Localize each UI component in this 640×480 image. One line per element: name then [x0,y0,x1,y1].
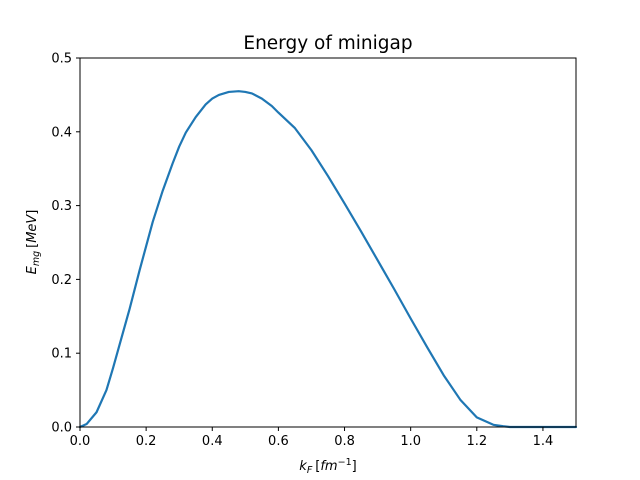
x-axis: 0.0 0.2 0.4 0.6 0.8 1.0 1.2 1.4 [70,427,554,449]
x-axis-label-unit: fm [320,459,337,474]
y-tick-label: 0.3 [51,199,72,214]
x-tick-label: 0.4 [202,434,223,449]
y-tick-label: 0.0 [51,421,72,436]
y-tick-label: 0.1 [51,347,72,362]
x-axis-label-sup: −1 [338,457,352,468]
x-axis-label-base: k [299,459,307,474]
x-tick-label: 0.0 [70,434,91,449]
x-tick-label: 0.2 [136,434,157,449]
x-tick-label: 1.4 [533,434,554,449]
x-tick-label: 1.2 [466,434,487,449]
series-line [78,90,578,429]
x-axis-label-close: ] [352,459,357,474]
y-axis-label-close: ] [25,210,40,215]
chart-title: Energy of minigap [243,33,412,54]
x-axis-label: kF [fm−1] [299,457,356,476]
y-axis-label-base: E [25,265,40,274]
x-axis-label-open: [ [315,459,320,474]
x-tick-label: 0.6 [268,434,289,449]
x-axis-label-sub: F [307,465,313,476]
plot-area [78,57,578,429]
x-tick-label: 1.0 [400,434,421,449]
y-axis-label: Emg [MeV] [25,210,42,275]
y-axis-label-open: [ [25,243,40,248]
x-tick-label: 0.8 [334,434,355,449]
y-axis-label-sub: mg [31,251,42,266]
y-tick-label: 0.2 [51,273,72,288]
y-axis-label-unit: MeV [25,214,40,243]
y-tick-label: 0.4 [51,125,72,140]
axes-frame [79,57,577,428]
y-tick-label: 0.5 [51,52,72,67]
y-axis: 0.0 0.1 0.2 0.3 0.4 0.5 [51,52,80,436]
